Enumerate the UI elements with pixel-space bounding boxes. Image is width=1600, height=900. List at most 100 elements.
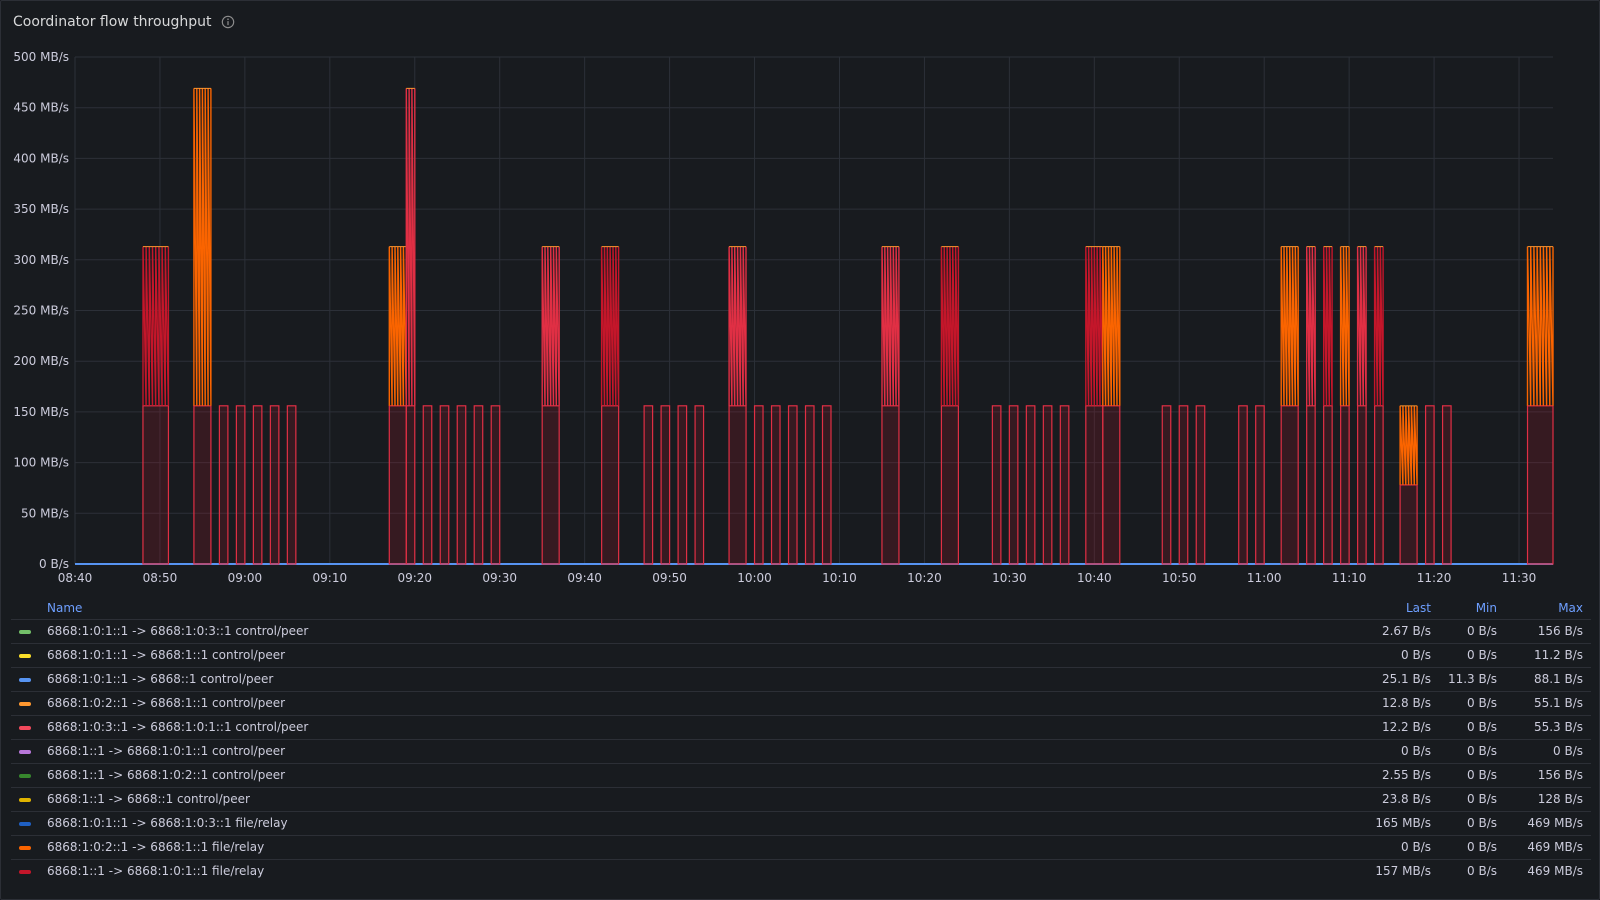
burst-area: [1008, 405, 1019, 565]
legend-series-name[interactable]: 6868:1::1 -> 6868::1 control/peer: [47, 792, 250, 806]
burst-area: [286, 405, 297, 565]
burst-spikes: [1280, 246, 1299, 406]
legend-series-name[interactable]: 6868:1:0:3::1 -> 6868:1:0:1::1 control/p…: [47, 720, 309, 734]
legend-row[interactable]: 6868:1:0:2::1 -> 6868:1::1 file/relay 0 B…: [11, 835, 1591, 859]
series-color-swatch[interactable]: [19, 702, 31, 706]
info-circle-icon[interactable]: [221, 15, 235, 29]
burst-area: [1161, 405, 1172, 565]
legend-row[interactable]: 6868:1::1 -> 6868:1:0:1::1 file/relay 157…: [11, 859, 1591, 883]
burst-area: [1357, 405, 1367, 565]
legend-series-name[interactable]: 6868:1:0:2::1 -> 6868:1::1 control/peer: [47, 696, 286, 710]
burst-spikes: [142, 246, 170, 406]
burst-area: [1374, 405, 1384, 565]
x-tick-label: 10:20: [907, 571, 942, 585]
burst-spikes: [541, 246, 560, 406]
legend-min-value: 0 B/s: [1467, 720, 1497, 734]
series-color-swatch[interactable]: [19, 750, 31, 754]
legend-last-value: 12.8 B/s: [1381, 696, 1431, 710]
burst-area: [235, 405, 246, 565]
burst-area: [422, 405, 433, 565]
legend-row[interactable]: 6868:1::1 -> 6868:1:0:1::1 control/peer 0…: [11, 739, 1591, 763]
legend-max-value: 469 MB/s: [1527, 816, 1583, 830]
legend-row[interactable]: 6868:1:0:3::1 -> 6868:1:0:1::1 control/p…: [11, 715, 1591, 739]
legend-series-name[interactable]: 6868:1:0:1::1 -> 6868::1 control/peer: [47, 672, 274, 686]
y-tick-label: 350 MB/s: [13, 202, 69, 216]
legend-series-name[interactable]: 6868:1::1 -> 6868:1:0:1::1 file/relay: [47, 864, 265, 878]
legend-last-value: 0 B/s: [1401, 840, 1431, 854]
legend-max-value: 88.1 B/s: [1533, 672, 1583, 686]
y-tick-label: 50 MB/s: [21, 506, 69, 520]
burst-area: [770, 405, 781, 565]
x-tick-label: 10:30: [992, 571, 1027, 585]
series-color-swatch[interactable]: [19, 798, 31, 802]
x-tick-label: 09:10: [313, 571, 348, 585]
burst-area: [1238, 405, 1248, 565]
burst-area: [991, 405, 1002, 565]
series-color-swatch[interactable]: [19, 846, 31, 850]
x-tick-label: 08:40: [58, 571, 93, 585]
legend-row[interactable]: 6868:1:0:1::1 -> 6868:1:0:3::1 file/rela…: [11, 811, 1591, 835]
series-color-swatch[interactable]: [19, 630, 31, 634]
legend-series-name[interactable]: 6868:1:0:1::1 -> 6868:1:0:3::1 file/rela…: [47, 816, 288, 830]
burst-area: [728, 405, 747, 565]
legend-series-name[interactable]: 6868:1:0:1::1 -> 6868:1:0:3::1 control/p…: [47, 624, 309, 638]
series-color-swatch[interactable]: [19, 654, 31, 658]
legend-header-name[interactable]: Name: [47, 601, 83, 615]
burst-area: [753, 405, 764, 565]
legend-last-value: 165 MB/s: [1375, 816, 1431, 830]
burst-spikes: [600, 246, 620, 406]
legend-min-value: 0 B/s: [1467, 624, 1497, 638]
legend-min-value: 0 B/s: [1467, 744, 1497, 758]
burst-area: [660, 405, 671, 565]
legend-header-min[interactable]: Min: [1475, 601, 1497, 615]
legend-min-value: 0 B/s: [1467, 864, 1497, 878]
legend-series-name[interactable]: 6868:1::1 -> 6868:1:0:1::1 control/peer: [47, 744, 286, 758]
series-color-swatch[interactable]: [19, 870, 31, 874]
throughput-chart[interactable]: 0 B/s 50 MB/s 100 MB/s 150 MB/s 200 MB/s 250 …: [1, 41, 1600, 601]
burst-area: [456, 405, 467, 565]
burst-spikes: [881, 246, 900, 406]
burst-area: [193, 405, 212, 565]
legend-max-value: 0 B/s: [1553, 744, 1583, 758]
legend-row[interactable]: 6868:1:0:1::1 -> 6868:1:0:3::1 control/p…: [11, 619, 1591, 643]
y-tick-label: 450 MB/s: [13, 101, 69, 115]
series-color-swatch[interactable]: [19, 678, 31, 682]
legend-row[interactable]: 6868:1:0:1::1 -> 6868:1::1 control/peer 0…: [11, 643, 1591, 667]
legend-header-max[interactable]: Max: [1558, 601, 1583, 615]
burst-spikes: [1306, 246, 1316, 406]
legend-min-value: 0 B/s: [1467, 816, 1497, 830]
x-tick-label: 09:20: [397, 571, 432, 585]
legend-row[interactable]: 6868:1::1 -> 6868:1:0:2::1 control/peer 2…: [11, 763, 1591, 787]
series-color-swatch[interactable]: [19, 774, 31, 778]
legend-series-name[interactable]: 6868:1::1 -> 6868:1:0:2::1 control/peer: [47, 768, 286, 782]
legend-table: Name Last Min Max 6868:1:0:1::1 -> 6868:…: [11, 599, 1591, 883]
burst-area: [601, 405, 620, 565]
burst-area: [1195, 405, 1206, 565]
legend-series-name[interactable]: 6868:1:0:2::1 -> 6868:1::1 file/relay: [47, 840, 265, 854]
burst-area: [269, 405, 280, 565]
x-tick-label: 11:20: [1417, 571, 1452, 585]
burst-area: [643, 405, 654, 565]
legend-row[interactable]: 6868:1::1 -> 6868::1 control/peer 23.8 B/…: [11, 787, 1591, 811]
series-color-swatch[interactable]: [19, 822, 31, 826]
x-tick-label: 09:50: [652, 571, 687, 585]
y-tick-label: 100 MB/s: [13, 456, 69, 470]
burst-area: [473, 405, 484, 565]
panel-title: Coordinator flow throughput: [13, 14, 212, 30]
legend-row[interactable]: 6868:1:0:1::1 -> 6868::1 control/peer 25.…: [11, 667, 1591, 691]
series-color-swatch[interactable]: [19, 726, 31, 730]
y-tick-label: 400 MB/s: [13, 151, 69, 165]
legend-header-last[interactable]: Last: [1406, 601, 1431, 615]
x-tick-label: 10:00: [737, 571, 772, 585]
legend-last-value: 12.2 B/s: [1381, 720, 1431, 734]
legend-rows: 6868:1:0:1::1 -> 6868:1:0:3::1 control/p…: [11, 619, 1591, 883]
legend-row[interactable]: 6868:1:0:2::1 -> 6868:1::1 control/peer 1…: [11, 691, 1591, 715]
burst-area: [940, 405, 960, 565]
legend-series-name[interactable]: 6868:1:0:1::1 -> 6868:1::1 control/peer: [47, 648, 286, 662]
burst-area: [787, 405, 798, 565]
legend-last-value: 157 MB/s: [1375, 864, 1431, 878]
burst-area: [1441, 405, 1452, 565]
legend-last-value: 25.1 B/s: [1381, 672, 1431, 686]
burst-spikes: [1085, 246, 1104, 406]
